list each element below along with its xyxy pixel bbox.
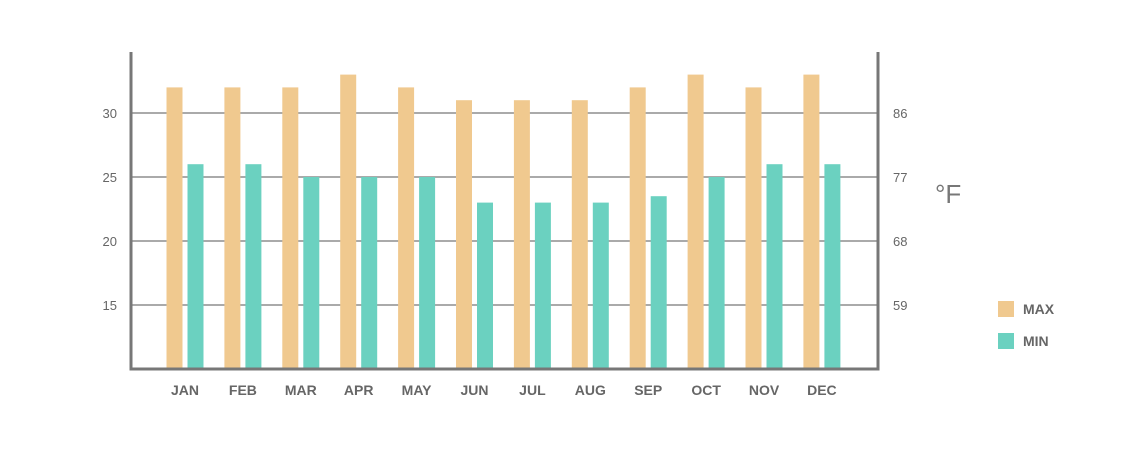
right-tick-label: 86 (893, 106, 907, 121)
right-tick-label: 68 (893, 234, 907, 249)
bars (166, 74, 841, 370)
legend-label-min: MIN (1023, 333, 1049, 349)
x-tick-label: NOV (749, 382, 780, 398)
right-tick-label: 59 (893, 298, 907, 313)
bar-min-feb (245, 164, 262, 369)
axes (129, 52, 880, 371)
left-tick-label: 15 (103, 298, 117, 313)
bar-max-apr (340, 74, 357, 369)
legend: MAX MIN (998, 301, 1055, 349)
right-axis-ticks: 59 68 77 86 (893, 106, 907, 313)
x-tick-label: JUL (519, 382, 546, 398)
bar-max-sep (629, 87, 646, 370)
x-axis-labels: JAN FEB MAR APR MAY JUN JUL AUG SEP OCT NOV DEC (171, 382, 837, 398)
x-tick-label: MAR (285, 382, 317, 398)
x-tick-label: AUG (575, 382, 606, 398)
left-axis-ticks: 15 20 25 30 (103, 106, 117, 313)
legend-swatch-max (998, 301, 1014, 317)
bar-min-aug (592, 202, 609, 369)
bar-max-aug (571, 100, 588, 369)
bar-max-oct (687, 74, 704, 369)
bar-min-jan (187, 164, 204, 369)
x-tick-label: SEP (634, 382, 662, 398)
bar-min-may (419, 177, 436, 369)
left-tick-label: 20 (103, 234, 117, 249)
legend-swatch-min (998, 333, 1014, 349)
left-tick-label: 30 (103, 106, 117, 121)
legend-label-max: MAX (1023, 301, 1055, 317)
x-tick-label: APR (344, 382, 374, 398)
right-tick-label: 77 (893, 170, 907, 185)
bar-max-mar (282, 87, 299, 370)
gridlines (131, 112, 878, 306)
bar-min-mar (303, 177, 320, 369)
x-tick-label: DEC (807, 382, 837, 398)
bar-min-jul (534, 202, 551, 369)
bar-max-jun (456, 100, 472, 369)
bar-max-nov (745, 87, 762, 370)
bar-min-nov (766, 164, 783, 369)
bar-max-jan (166, 87, 183, 370)
right-axis-unit: °F (935, 179, 961, 209)
bar-max-jul (513, 100, 530, 369)
x-tick-label: FEB (229, 382, 257, 398)
x-tick-label: MAY (402, 382, 432, 398)
x-tick-label: OCT (691, 382, 721, 398)
left-tick-label: 25 (103, 170, 117, 185)
bar-max-feb (224, 87, 241, 370)
bar-min-apr (361, 177, 378, 369)
x-tick-label: JUN (460, 382, 488, 398)
bar-min-dec (824, 164, 841, 369)
bar-max-dec (803, 74, 820, 369)
bar-max-may (398, 87, 415, 370)
bar-min-oct (708, 177, 725, 369)
x-tick-label: JAN (171, 382, 199, 398)
bar-min-jun (477, 202, 493, 369)
bar-min-sep (650, 196, 667, 369)
